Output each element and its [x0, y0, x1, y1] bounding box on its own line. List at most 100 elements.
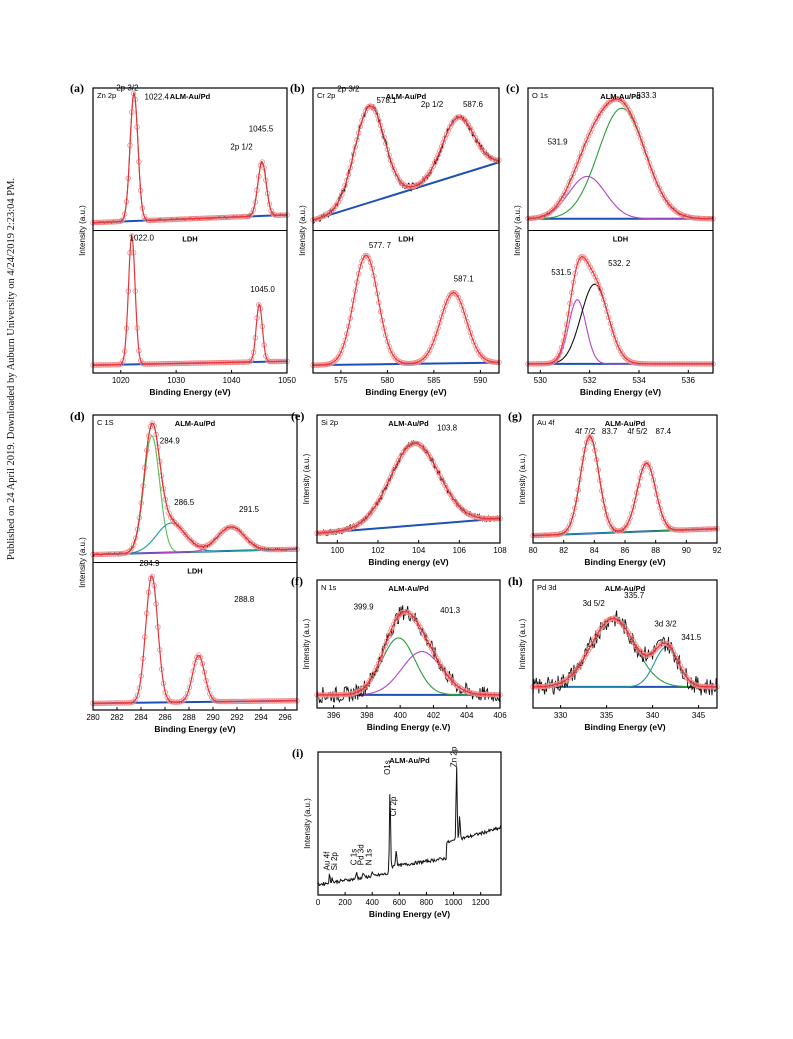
- y-axis-label: Intensity (a.u.): [303, 798, 312, 849]
- peak-label: 284.9: [160, 437, 181, 446]
- fit-point: [168, 514, 174, 520]
- fit-point: [435, 658, 442, 664]
- x-axis-label: Binding Energy (eV): [154, 724, 235, 734]
- fit-point: [587, 433, 593, 440]
- fit-point: [649, 650, 655, 656]
- fit-point: [594, 115, 600, 122]
- fit-point: [592, 119, 598, 125]
- fit-point: [415, 621, 422, 628]
- x-tick-label: 292: [230, 713, 244, 722]
- x-tick-label: 100: [331, 546, 345, 555]
- fit-point: [593, 632, 600, 638]
- fit-point: [419, 627, 425, 633]
- subplot-1: 103.8 ALM-Au/Pd: [314, 419, 503, 537]
- fit-point: [435, 469, 442, 476]
- subplot-title: LDH: [398, 235, 413, 244]
- peak-label: 284.9: [139, 559, 160, 568]
- fit-point: [397, 454, 403, 461]
- fit-point: [457, 504, 463, 510]
- fit-point: [419, 443, 425, 449]
- fit-point: [361, 254, 367, 260]
- fit-point: [327, 209, 333, 215]
- y-axis-label: Intensity (a.u.): [302, 453, 311, 504]
- fit-point: [558, 195, 565, 201]
- fit-point: [607, 521, 613, 527]
- fit-point: [427, 454, 433, 460]
- peak-label: 286.5: [174, 498, 195, 507]
- subplot-1: 399.9 401.3 ALM-Au/Pd: [314, 584, 503, 704]
- subplot-title: ALM-Au/Pd: [388, 584, 429, 593]
- fit-point: [444, 485, 450, 492]
- raw-data: [92, 422, 298, 557]
- raw-data: [312, 103, 500, 224]
- x-tick-label: 0: [316, 898, 321, 907]
- fit-point: [557, 349, 563, 355]
- fit-point: [384, 338, 391, 344]
- fit-point: [611, 331, 617, 338]
- fit-point: [648, 164, 654, 171]
- fit-point: [548, 208, 555, 214]
- fit-point: [434, 655, 440, 661]
- fit-point: [465, 324, 472, 330]
- subplot-2: 577. 7 587.1 LDH: [310, 230, 502, 368]
- panel-label: (f): [291, 574, 303, 588]
- x-tick-label: 396: [327, 711, 341, 720]
- total-fit: [316, 442, 501, 534]
- total-fit: [533, 617, 717, 688]
- fit-point: [420, 630, 427, 636]
- fit-point: [644, 460, 650, 466]
- total-fit: [527, 98, 713, 220]
- fit-point: [568, 672, 575, 678]
- x-tick-label: 404: [460, 711, 474, 720]
- fit-point: [430, 460, 437, 466]
- peak-label: N 1s: [365, 849, 374, 865]
- fit-point: [335, 354, 342, 360]
- fit-point: [547, 209, 553, 215]
- fit-point: [184, 690, 191, 697]
- peak-label: 587.1: [454, 275, 475, 284]
- fit-point: [442, 303, 448, 309]
- x-tick-label: 580: [381, 376, 395, 385]
- fit-markers: [310, 252, 502, 368]
- fit-point: [330, 359, 336, 365]
- x-axis-label: Binding Energy (eV): [584, 722, 665, 732]
- fit-point: [464, 318, 470, 325]
- panel-e: (e) 103.8 ALM-Au/Pd Si 2p 100 102 104 106 108 Bin…: [291, 409, 507, 567]
- total-fit: [317, 611, 500, 696]
- fit-point: [398, 179, 404, 185]
- fit-point: [372, 503, 378, 509]
- peak-label: O1s: [383, 760, 392, 775]
- raw-data: [532, 610, 718, 696]
- fit-point: [467, 125, 473, 131]
- fit-point: [360, 517, 367, 523]
- fit-point: [638, 135, 644, 142]
- fit-point: [334, 201, 340, 208]
- fit-point: [362, 108, 369, 115]
- fit-point: [389, 162, 396, 169]
- x-tick-label: 200: [338, 898, 352, 907]
- peak-label: 2p 3/2: [337, 85, 360, 94]
- fit-point: [452, 681, 458, 687]
- peak-label: 1045.0: [250, 285, 275, 294]
- x-tick-label: 335: [600, 711, 614, 720]
- component-fit-1: [93, 434, 297, 556]
- fit-point: [687, 678, 693, 684]
- fit-point: [433, 330, 440, 336]
- fit-point: [661, 194, 667, 201]
- fit-point: [383, 140, 389, 146]
- x-axis-label: Binding Energy (eV): [365, 387, 446, 397]
- panel-label: (c): [506, 81, 519, 95]
- panel-f: (f) 399.9 401.3 ALM-Au/Pd N 1s 396 398 400 402 40…: [291, 574, 507, 732]
- fit-point: [407, 611, 413, 617]
- fit-point: [369, 674, 375, 680]
- fit-point: [437, 319, 443, 326]
- fit-point: [366, 255, 372, 261]
- fit-point: [595, 281, 602, 288]
- fit-point: [438, 314, 445, 320]
- fit-point: [455, 502, 462, 509]
- fit-point: [386, 152, 392, 158]
